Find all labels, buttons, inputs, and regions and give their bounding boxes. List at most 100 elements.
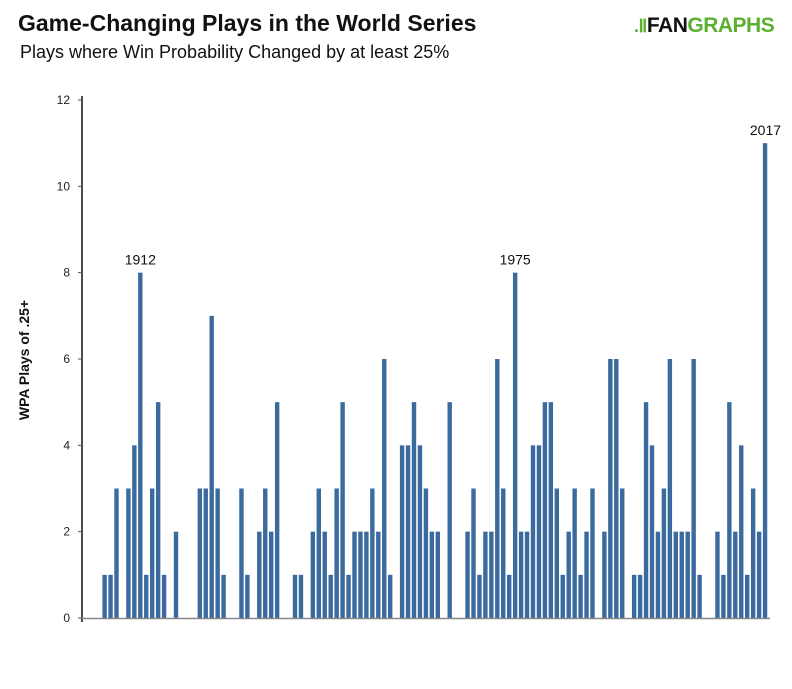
bar-1951 <box>370 488 375 618</box>
bar-1922 <box>197 488 202 618</box>
bar-1982 <box>554 488 559 618</box>
bar-1961 <box>429 531 435 618</box>
bar-2005 <box>691 359 696 618</box>
y-axis-label: WPA Plays of .25+ <box>16 300 32 420</box>
bar-1913 <box>144 574 149 618</box>
bar-1960 <box>423 488 429 618</box>
bar-1932 <box>257 531 262 618</box>
bar-1986 <box>578 574 583 618</box>
bar-1967 <box>465 531 470 618</box>
y-tick-label: 8 <box>63 266 70 280</box>
bar-1938 <box>292 574 298 618</box>
bar-1962 <box>435 531 440 618</box>
bar-1978 <box>530 445 536 618</box>
bar-1983 <box>560 574 565 618</box>
bar-1956 <box>399 445 405 618</box>
bar-1981 <box>548 402 554 618</box>
bar-1952 <box>376 531 381 618</box>
bar-1941 <box>310 531 316 618</box>
bar-2006 <box>697 574 702 618</box>
bar-1984 <box>566 531 571 618</box>
annotation-1975: 1975 <box>500 252 531 268</box>
bar-1942 <box>316 488 321 618</box>
bar-1970 <box>483 531 488 618</box>
bar-1945 <box>334 488 339 618</box>
bar-2016 <box>756 531 762 618</box>
bar-2003 <box>679 531 684 618</box>
chart-title: Game-Changing Plays in the World Series <box>18 10 477 36</box>
bar-1926 <box>221 574 226 618</box>
bar-1968 <box>471 488 476 618</box>
bar-2004 <box>685 531 690 618</box>
bar-1944 <box>328 574 333 618</box>
bar-1959 <box>417 445 423 618</box>
bar-2017 <box>762 143 768 618</box>
bar-1975 <box>512 272 518 618</box>
bar-1933 <box>263 488 268 618</box>
bar-2001 <box>667 359 673 618</box>
bar-2010 <box>721 574 726 618</box>
logo-text-fan: FAN <box>646 14 688 37</box>
bar-1943 <box>322 531 327 618</box>
bar-1979 <box>536 445 542 618</box>
bar-1907 <box>108 574 113 618</box>
bar-1971 <box>489 531 494 618</box>
bar-1910 <box>126 488 131 618</box>
bar-1990 <box>602 531 607 618</box>
chart-subtitle: Plays where Win Probability Changed by a… <box>20 42 450 62</box>
bar-1934 <box>269 531 274 618</box>
bar-1964 <box>447 402 452 618</box>
bar-1918 <box>173 531 179 618</box>
bar-1976 <box>518 531 524 618</box>
bar-1958 <box>411 402 417 618</box>
bar-1999 <box>655 531 661 618</box>
bar-1911 <box>132 445 137 618</box>
bar-1929 <box>239 488 244 618</box>
y-tick-label: 0 <box>63 611 70 625</box>
bar-2014 <box>745 574 750 618</box>
bar-1914 <box>150 488 155 618</box>
annotation-2017: 2017 <box>750 122 781 138</box>
bar-1935 <box>274 402 280 618</box>
bar-1969 <box>477 574 482 618</box>
bar-1953 <box>382 359 387 618</box>
bar-2013 <box>739 445 744 618</box>
bar-1946 <box>340 402 345 618</box>
bar-1991 <box>608 359 613 618</box>
bar-1985 <box>572 488 577 618</box>
bar-2000 <box>661 488 667 618</box>
bar-1972 <box>495 359 500 618</box>
y-tick-label: 6 <box>63 352 70 366</box>
bar-1948 <box>352 531 357 618</box>
bar-1973 <box>501 488 506 618</box>
bar-1906 <box>102 574 107 618</box>
bar-1912 <box>138 272 143 618</box>
bar-1996 <box>637 574 643 618</box>
y-tick-label: 12 <box>57 93 71 107</box>
bar-1980 <box>542 402 548 618</box>
bar-1925 <box>215 488 220 618</box>
bar-2015 <box>750 488 756 618</box>
bar-1939 <box>298 574 304 618</box>
bar-1924 <box>209 315 214 618</box>
fangraphs-logo: .ⅡFANGRAPHS <box>634 14 775 38</box>
bar-1995 <box>631 574 637 618</box>
bar-1915 <box>155 402 161 618</box>
bar-1988 <box>590 488 595 618</box>
bar-1997 <box>643 402 649 618</box>
bar-1954 <box>388 574 393 618</box>
bar-1947 <box>346 574 351 618</box>
bar-1998 <box>649 445 655 618</box>
bar-1987 <box>584 531 589 618</box>
bar-1993 <box>620 488 625 618</box>
y-tick-label: 4 <box>63 438 70 452</box>
logo-text-graphs: GRAPHS <box>687 14 775 37</box>
bar-1949 <box>358 531 363 618</box>
bar-1908 <box>114 488 119 618</box>
bar-2012 <box>733 531 738 618</box>
y-tick-label: 2 <box>63 525 70 539</box>
bar-1992 <box>614 359 619 618</box>
bar-1916 <box>161 574 167 618</box>
bar-1930 <box>245 574 250 618</box>
